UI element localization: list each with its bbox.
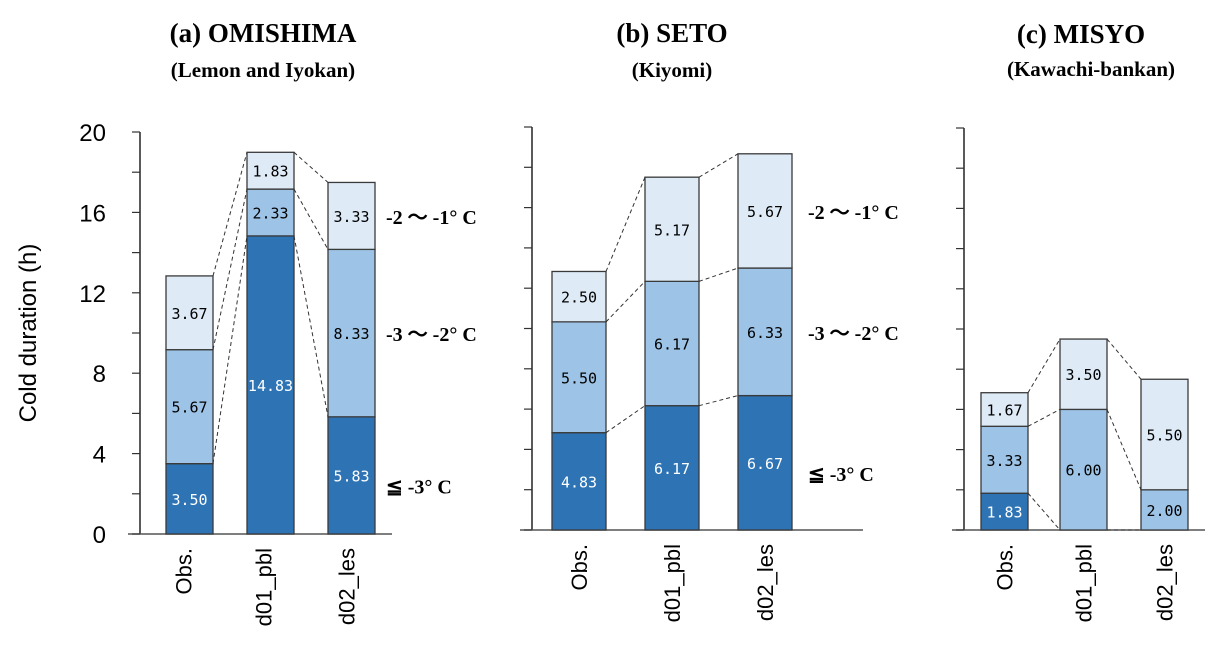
connector-line — [698, 153, 739, 178]
connector-line — [1106, 409, 1142, 490]
data-label: 5.17 — [654, 221, 690, 239]
data-label: 1.67 — [986, 402, 1022, 420]
bar-segment — [980, 425, 1029, 494]
legend-label: ≦ -3° C — [386, 476, 452, 498]
legend-label: -2 ～ -1° C — [386, 207, 477, 229]
data-label: 8.33 — [333, 325, 369, 343]
legend-label: ≦ -3° C — [808, 464, 874, 486]
bar-segment — [1140, 489, 1189, 531]
category-label: d01_pbl — [1072, 544, 1097, 622]
connector-line — [212, 235, 248, 464]
y-tick-label: 8 — [93, 361, 106, 388]
bar-segment — [165, 349, 214, 465]
bar-segment — [737, 267, 793, 397]
data-label: 6.00 — [1065, 462, 1101, 480]
y-tick-label: 0 — [93, 522, 106, 549]
panel-subtitle: (Lemon and Iyokan) — [171, 58, 355, 82]
data-label: 3.67 — [171, 305, 207, 323]
data-label: 14.83 — [248, 377, 293, 395]
data-label: 6.33 — [747, 324, 783, 342]
bar-segment — [327, 416, 376, 535]
panel-subtitle: (Kawachi-bankan) — [1007, 57, 1175, 81]
connector-line — [605, 281, 646, 323]
data-label: 1.83 — [986, 504, 1022, 522]
connector-line — [605, 405, 646, 434]
connector-line — [698, 395, 739, 407]
data-label: 5.67 — [747, 203, 783, 221]
category-label: d02_les — [335, 548, 360, 625]
category-label: Obs. — [172, 548, 197, 594]
bar-segment — [165, 275, 214, 351]
y-tick-label: 12 — [79, 281, 106, 308]
bar-segment — [246, 188, 295, 237]
legend-label: -3 ～ -2° C — [386, 324, 477, 346]
connector-line — [1106, 338, 1142, 380]
panel-title: (b) SETO — [616, 18, 727, 48]
connector-line — [698, 267, 739, 282]
connector-line — [293, 151, 329, 183]
category-label: d02_les — [753, 544, 778, 621]
data-label: 5.50 — [1146, 427, 1182, 445]
connector-line — [293, 188, 329, 250]
connector-line — [605, 176, 646, 272]
category-label: Obs. — [567, 544, 592, 590]
data-label: 2.33 — [252, 205, 288, 223]
bar-segment — [644, 176, 700, 282]
bar-segment — [644, 280, 700, 407]
bar-segment — [327, 181, 376, 251]
data-label: 3.50 — [171, 491, 207, 509]
y-tick-label: 16 — [79, 200, 106, 227]
connector-line — [1027, 338, 1061, 393]
bar-segment — [246, 151, 295, 190]
data-label: 5.50 — [561, 369, 597, 387]
data-label: 3.33 — [986, 452, 1022, 470]
bar-segment — [1059, 408, 1108, 531]
data-label: 4.83 — [561, 473, 597, 491]
data-label: 5.67 — [171, 399, 207, 417]
bar-segment — [327, 248, 376, 418]
category-label: d02_les — [1153, 544, 1178, 621]
y-axis-title: Cold duration (h) — [15, 244, 42, 423]
data-label: 6.17 — [654, 460, 690, 478]
connector-line — [1027, 492, 1061, 531]
legend-label: -2 ～ -1° C — [808, 202, 899, 224]
connector-line — [212, 152, 248, 277]
bar-segment — [246, 235, 295, 535]
bar-segment — [737, 394, 793, 531]
category-label: d01_pbl — [660, 544, 685, 622]
category-label: d01_pbl — [252, 548, 277, 626]
data-label: 5.83 — [333, 467, 369, 485]
panel-title: (a) OMISHIMA — [170, 18, 357, 48]
data-label: 3.50 — [1065, 366, 1101, 384]
bar-segment — [1140, 378, 1189, 491]
bar-segment — [551, 321, 607, 434]
panel-subtitle: (Kiyomi) — [632, 58, 712, 82]
bar-segment — [165, 462, 214, 535]
data-label: 1.83 — [252, 163, 288, 181]
data-label: 2.50 — [561, 289, 597, 307]
data-label: 6.67 — [747, 455, 783, 473]
connector-line — [1027, 408, 1061, 427]
bar-segment — [551, 432, 607, 531]
bar-segment — [551, 270, 607, 323]
category-label: Obs. — [993, 544, 1018, 590]
y-tick-label: 20 — [79, 120, 106, 147]
legend-label: -3 ～ -2° C — [808, 323, 899, 345]
bar-segment — [1059, 338, 1108, 411]
bar-segment — [980, 392, 1029, 427]
data-label: 3.33 — [333, 208, 369, 226]
bar-segment — [737, 153, 793, 269]
bar-segment — [644, 405, 700, 531]
data-label: 6.17 — [654, 336, 690, 354]
connector-line — [293, 235, 329, 417]
data-label: 2.00 — [1146, 502, 1182, 520]
connector-line — [212, 188, 248, 350]
y-tick-label: 4 — [93, 442, 106, 469]
panel-title: (c) MISYO — [1017, 19, 1145, 49]
